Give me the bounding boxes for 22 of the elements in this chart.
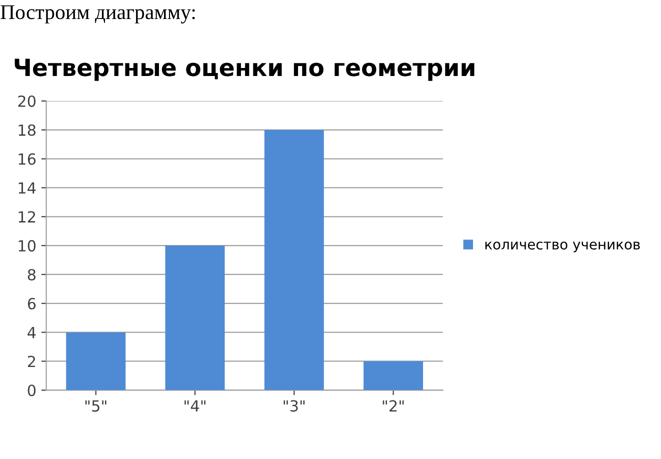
chart-title: Четвертные оценки по геометрии (14, 58, 474, 81)
x-tick-label: "4" (184, 400, 206, 412)
x-tick-label: "3" (284, 400, 305, 412)
bar (264, 130, 324, 390)
bar (165, 246, 225, 390)
y-tick-label: 6 (28, 298, 36, 310)
y-tick-label: 10 (18, 240, 36, 252)
y-tick-label: 8 (28, 268, 36, 281)
y-tick-label: 16 (18, 153, 36, 165)
bar (364, 361, 424, 390)
y-tick-label: 12 (18, 211, 36, 222)
y-tick-label: 2 (28, 356, 36, 368)
y-tick-label: 18 (18, 124, 36, 136)
legend-label: количество учеников (485, 242, 640, 252)
bar (66, 332, 126, 390)
x-tick-label: "2" (382, 400, 404, 412)
y-tick-label: 14 (18, 182, 36, 194)
y-tick-label: 4 (28, 326, 36, 338)
y-tick-label: 20 (18, 95, 36, 107)
y-tick-label: 0 (28, 384, 36, 396)
x-tick-label: "5" (85, 400, 106, 412)
text: Построим диаграмму: (0, 5, 195, 24)
